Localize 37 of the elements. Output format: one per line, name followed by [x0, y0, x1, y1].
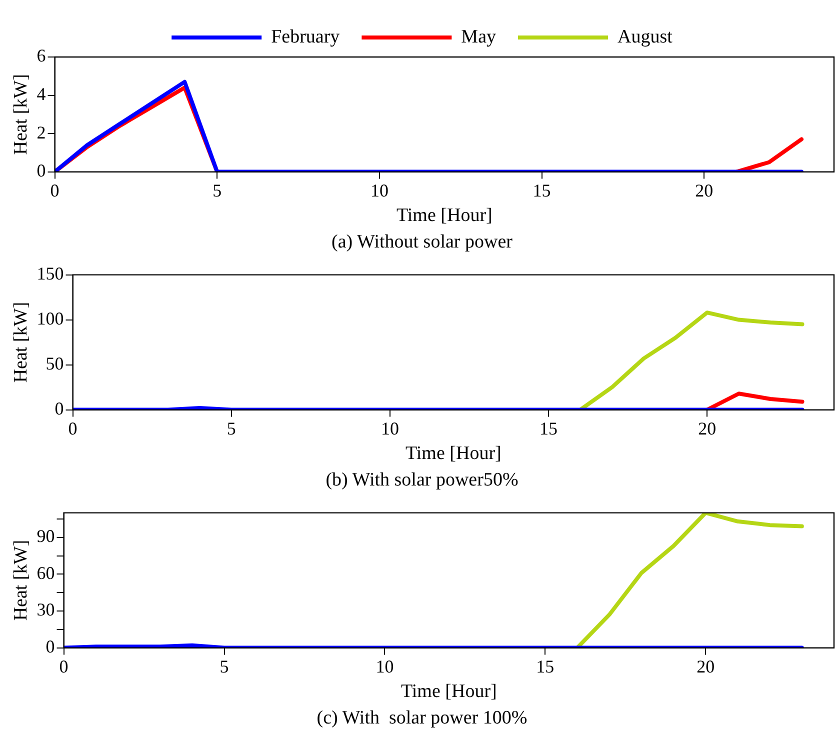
- y-axis-title: Heat [kW]: [10, 74, 32, 155]
- x-axis-title: Time [Hour]: [396, 204, 492, 226]
- x-tick-label: 20: [698, 418, 716, 438]
- x-tick-label: 0: [68, 418, 78, 438]
- y-tick-label: 90: [36, 526, 55, 546]
- x-tick-label: 20: [695, 180, 714, 200]
- x-tick-label: 5: [212, 180, 222, 200]
- legend-label: May: [461, 26, 497, 48]
- y-tick-label: 6: [36, 46, 46, 66]
- y-tick-label: 0: [36, 160, 46, 181]
- y-tick-label: 0: [46, 636, 55, 657]
- x-tick-label: 15: [532, 180, 551, 200]
- y-axis-title: Heat [kW]: [10, 302, 32, 383]
- x-tick-label: 10: [376, 656, 394, 676]
- y-tick-label: 0: [54, 398, 64, 419]
- y-axis-title: Heat [kW]: [10, 540, 32, 621]
- y-tick-label: 50: [46, 354, 64, 374]
- x-axis-title: Time [Hour]: [405, 442, 502, 464]
- x-tick-label: 10: [370, 180, 388, 200]
- x-tick-label: 15: [540, 418, 558, 438]
- x-tick-label: 20: [696, 656, 715, 676]
- text: (c) With solar power 100%: [316, 708, 528, 729]
- x-tick-label: 5: [226, 418, 236, 438]
- x-tick-label: 5: [220, 656, 229, 676]
- x-axis-title: Time [Hour]: [400, 680, 497, 702]
- text: (b) With solar power50%: [326, 470, 518, 491]
- legend-label: August: [618, 26, 674, 48]
- x-tick-label: 10: [380, 418, 399, 438]
- y-tick-label: 4: [36, 84, 46, 104]
- y-tick-label: 150: [36, 264, 64, 284]
- y-tick-label: 30: [36, 600, 55, 620]
- x-tick-label: 15: [536, 656, 554, 676]
- y-tick-label: 100: [36, 308, 64, 329]
- y-tick-label: 2: [36, 122, 46, 142]
- y-tick-label: 60: [36, 562, 55, 583]
- text: (a) Without solar power: [332, 232, 514, 253]
- legend-label: February: [271, 26, 340, 48]
